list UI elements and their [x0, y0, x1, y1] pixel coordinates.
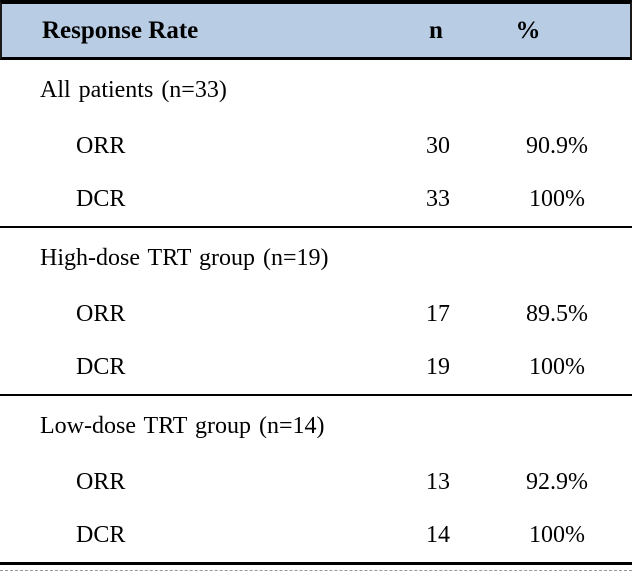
section-header-row: High-dose TRT group (n=19) [0, 228, 632, 288]
row-label-dcr: DCR [76, 522, 126, 548]
row-n-value: 13 [426, 469, 450, 495]
row-n-value: 30 [426, 133, 450, 159]
table-row: DCR 14 100% [0, 509, 632, 562]
row-pct-value: 92.9% [526, 469, 588, 495]
table-row: ORR 30 90.9% [0, 120, 632, 173]
row-label-dcr: DCR [76, 186, 126, 212]
row-label-orr: ORR [76, 301, 126, 327]
table-row: DCR 19 100% [0, 341, 632, 394]
section-header-row: All patients (n=33) [0, 60, 632, 120]
row-label-orr: ORR [76, 469, 126, 495]
section-label: All patients (n=33) [40, 76, 227, 103]
header-cell-n: n [429, 16, 443, 44]
header-cell-percent: % [480, 17, 630, 45]
table-header-row: Response Rate n % [0, 0, 632, 60]
table-gridline-artifact [0, 570, 632, 571]
row-n-value: 14 [426, 522, 450, 548]
section-high-dose: High-dose TRT group (n=19) ORR 17 89.5% … [0, 226, 632, 394]
header-cell-response-rate: Response Rate [42, 16, 199, 44]
row-pct-value: 89.5% [526, 301, 588, 327]
row-label-dcr: DCR [76, 354, 126, 380]
header-percent-label: % [515, 16, 541, 44]
section-all-patients: All patients (n=33) ORR 30 90.9% DCR 33 … [0, 60, 632, 226]
table-row: ORR 17 89.5% [0, 288, 632, 341]
section-low-dose: Low-dose TRT group (n=14) ORR 13 92.9% D… [0, 394, 632, 562]
section-label: High-dose TRT group (n=19) [40, 244, 329, 271]
row-pct-value: 100% [529, 522, 585, 548]
row-label-orr: ORR [76, 133, 126, 159]
table-row: ORR 13 92.9% [0, 456, 632, 509]
row-pct-value: 90.9% [526, 133, 588, 159]
row-n-value: 17 [426, 301, 450, 327]
table-row: DCR 33 100% [0, 173, 632, 226]
row-pct-value: 100% [529, 354, 585, 380]
row-pct-value: 100% [529, 186, 585, 212]
row-n-value: 19 [426, 354, 450, 380]
section-label: Low-dose TRT group (n=14) [40, 412, 325, 439]
section-header-row: Low-dose TRT group (n=14) [0, 396, 632, 456]
row-n-value: 33 [426, 186, 450, 212]
